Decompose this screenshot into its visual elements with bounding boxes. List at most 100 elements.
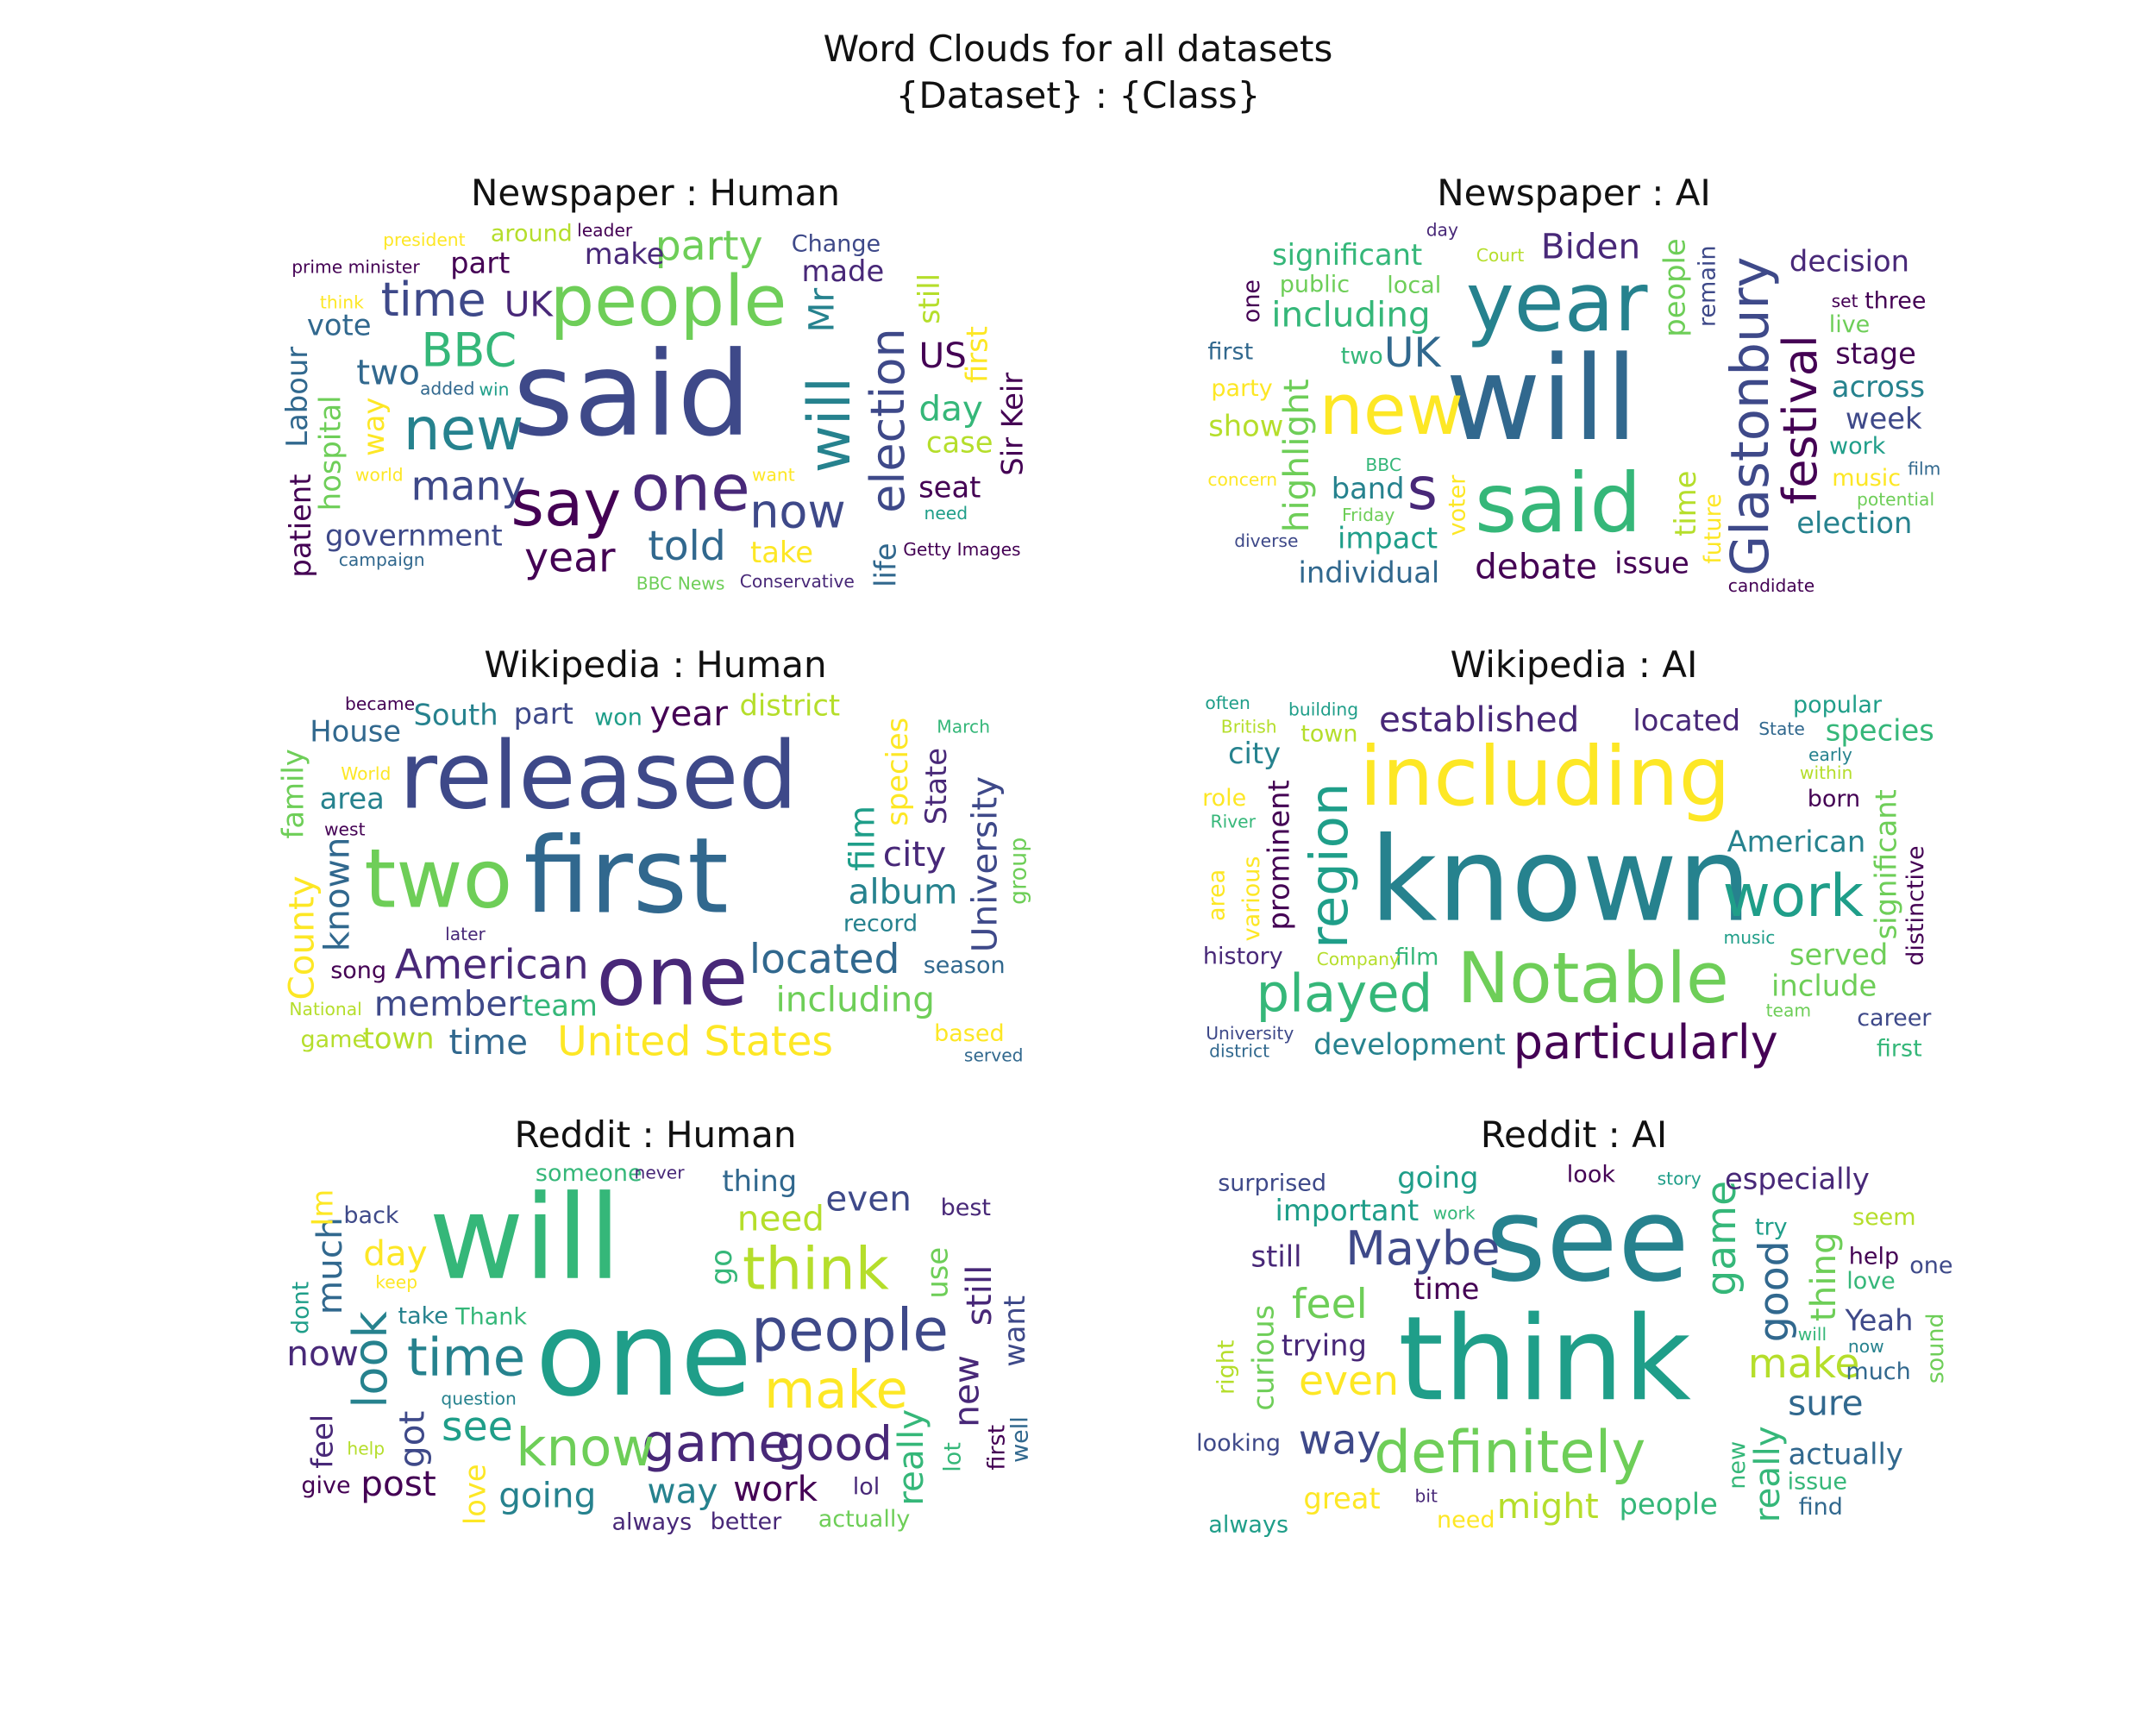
word-cloud-word: new [1724,1441,1751,1490]
word-cloud-word: potential [1857,489,1934,510]
word-cloud-word: area [1203,869,1230,921]
word-cloud-word: people [751,1296,949,1364]
word-cloud-word: World [341,763,391,784]
word-cloud-word: song [330,957,386,984]
word-cloud-word: set [1832,291,1858,311]
word-cloud-word: game [642,1414,790,1474]
word-cloud-word: world [355,464,404,485]
word-cloud-word: patient [284,474,317,577]
word-cloud-word: see [442,1403,513,1451]
word-cloud-word: try [1755,1214,1788,1241]
word-cloud-word: including [1359,730,1730,825]
word-cloud-word: released [399,722,798,830]
word-cloud-word: feel [1292,1281,1368,1328]
word-cloud-word: added [420,379,474,399]
word-cloud-word: want [752,465,795,486]
word-cloud-word: people [550,261,787,342]
word-cloud-word: think [743,1234,889,1302]
figure-title-line-1: Word Clouds for all datasets [823,28,1333,70]
word-cloud-word: Yeah [1845,1304,1914,1338]
word-cloud-word: future [1700,493,1727,563]
word-cloud-word: win [479,379,509,399]
word-cloud-newspaper-human: said people one say new will now BBC election tim… [276,219,1035,599]
word-cloud-word: really [890,1409,931,1506]
word-cloud-word: family [277,749,310,838]
word-cloud-word: even [1299,1358,1399,1405]
word-cloud-word: County [280,875,322,1000]
word-cloud-word: Notable [1457,938,1729,1019]
word-cloud-word: BBC News [636,573,725,593]
word-cloud-word: two [356,352,420,393]
word-cloud-word: need [737,1198,824,1239]
word-cloud-word: made [802,254,885,288]
word-cloud-word: think [1398,1291,1691,1427]
word-cloud-word: time [449,1021,529,1063]
word-cloud-word: voter [1445,474,1471,536]
word-cloud-word: often [1205,693,1250,713]
word-cloud-word: help [1849,1244,1899,1270]
word-cloud-wikipedia-ai: known including Notable work played region par… [1194,691,1953,1070]
word-cloud-word: year [524,535,616,582]
word-cloud-word: make [764,1360,908,1421]
word-cloud-word: Getty Images [903,539,1020,560]
word-cloud-word: still [1251,1240,1302,1274]
word-cloud-word: town [1300,720,1357,747]
word-cloud-word: season [924,952,1006,979]
word-cloud-word: use [921,1247,955,1299]
word-cloud-word: Mr [801,288,843,333]
panel-title-newspaper-human: Newspaper : Human [471,172,840,214]
word-cloud-word: curious [1247,1305,1281,1411]
word-cloud-word: got [391,1411,432,1468]
word-cloud-word: way [1299,1417,1382,1465]
panel-title-newspaper-ai: Newspaper : AI [1437,172,1711,214]
word-cloud-word: said [1475,456,1641,551]
word-cloud-word: definitely [1374,1418,1645,1486]
word-cloud-word: first [960,326,993,383]
word-cloud-word: career [1857,1005,1932,1032]
word-cloud-word: State [1758,718,1805,739]
word-cloud-word: district [1209,1040,1269,1061]
word-cloud-word: west [324,819,366,839]
word-cloud-word: first [523,815,728,938]
word-cloud-word: work [1433,1202,1476,1223]
word-cloud-word: region [1300,783,1360,949]
word-cloud-word: known [1369,812,1751,948]
word-cloud-word: post [360,1463,436,1504]
word-cloud-word: even [825,1177,911,1219]
word-cloud-word: live [1829,311,1871,338]
word-cloud-word: later [445,924,486,944]
word-cloud-word: popular [1793,692,1883,718]
word-cloud-word: week [1846,402,1922,436]
word-cloud-word: always [1208,1511,1288,1538]
word-cloud-word: University [964,776,1006,952]
word-cloud-word: US [919,335,967,376]
word-cloud-word: two [1341,343,1383,370]
word-cloud-word: first [1877,1036,1922,1063]
word-cloud-word: many [411,462,526,510]
word-cloud-word: new [1319,370,1463,451]
word-cloud-word: game [301,1026,367,1053]
word-cloud-word: individual [1299,555,1440,589]
word-cloud-word: Change [792,231,881,258]
word-cloud-word: city [1228,737,1281,770]
word-cloud-word: well [1007,1416,1034,1463]
word-cloud-word: history [1203,944,1283,970]
word-cloud-word: Conservative [740,571,855,592]
word-cloud-word: looking [1196,1430,1281,1457]
word-cloud-word: people [1658,238,1691,336]
word-cloud-word: one [1909,1252,1952,1279]
word-cloud-word: early [1808,744,1852,765]
word-cloud-word: take [398,1302,448,1329]
word-cloud-word: lot [939,1442,966,1472]
word-cloud-word: work [1829,433,1886,460]
word-cloud-word: will [429,1170,621,1306]
word-cloud-word: said [513,327,751,462]
word-cloud-word: time [381,273,486,327]
word-cloud-word: team [1766,1000,1812,1021]
word-cloud-word: new [404,395,524,463]
word-cloud-word: Biden [1541,225,1640,267]
word-cloud-word: vote [307,309,372,342]
word-cloud-word: became [345,693,415,714]
